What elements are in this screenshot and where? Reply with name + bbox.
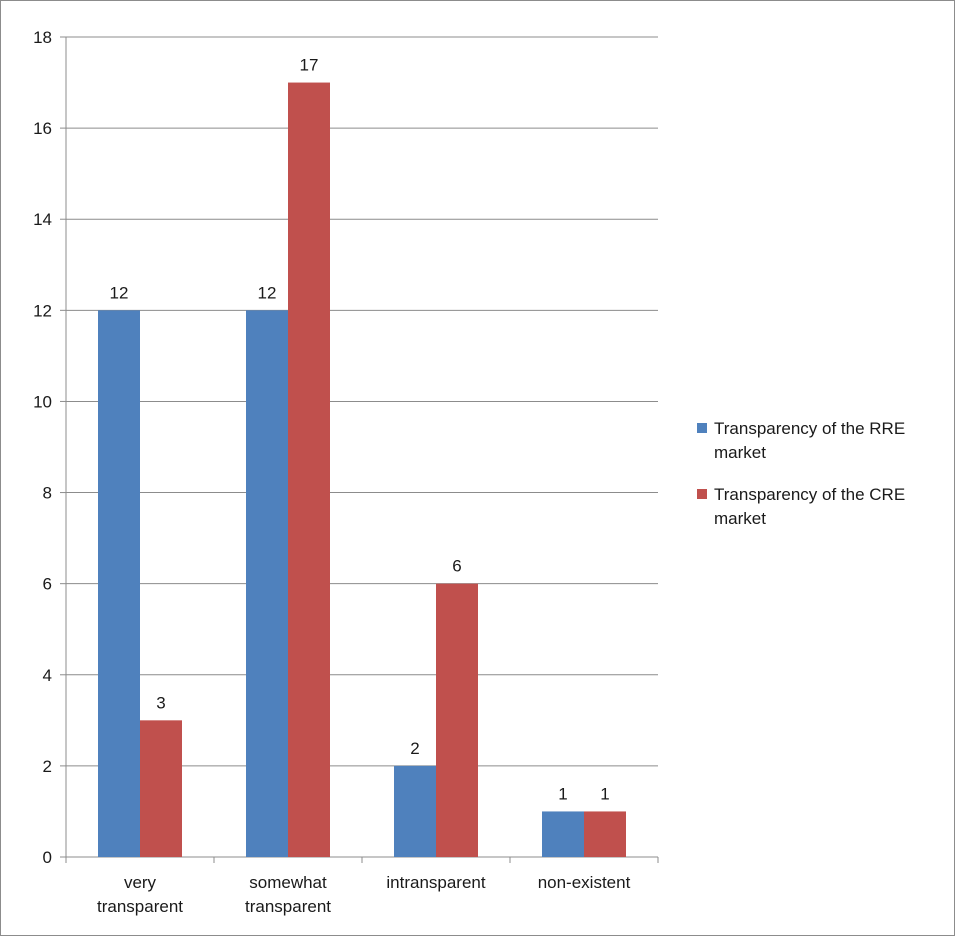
y-tick-label: 2 <box>43 757 52 776</box>
category-label: very <box>124 873 157 892</box>
bar-series-2 <box>584 811 626 857</box>
y-tick-label: 10 <box>33 392 52 411</box>
data-label: 6 <box>452 557 461 576</box>
category-label: intransparent <box>386 873 486 892</box>
bar-series-1 <box>246 310 288 857</box>
category-label: non-existent <box>538 873 631 892</box>
y-tick-label: 0 <box>43 848 52 867</box>
bars <box>98 82 626 858</box>
y-tick-label: 14 <box>33 210 52 229</box>
category-labels: very transparent somewhat transparent intran… <box>97 873 631 916</box>
data-label: 1 <box>558 784 567 803</box>
data-labels: 12 3 12 17 2 6 1 1 <box>110 56 610 804</box>
legend-label: market <box>714 509 766 528</box>
legend-swatch <box>697 489 707 499</box>
y-tick-label: 6 <box>43 575 52 594</box>
category-label: transparent <box>245 897 331 916</box>
legend-label: Transparency of the RRE <box>714 419 905 438</box>
data-label: 12 <box>110 283 129 302</box>
data-label: 3 <box>156 693 165 712</box>
y-tick-label: 12 <box>33 301 52 320</box>
legend-label: Transparency of the CRE <box>714 485 905 504</box>
data-label: 12 <box>258 283 277 302</box>
gridlines <box>66 36 658 767</box>
legend-swatch <box>697 423 707 433</box>
data-label: 1 <box>600 784 609 803</box>
category-label: somewhat <box>249 873 327 892</box>
bar-series-2 <box>140 720 182 857</box>
category-label: transparent <box>97 897 183 916</box>
data-label: 17 <box>300 56 319 75</box>
legend-label: market <box>714 443 766 462</box>
bar-series-1 <box>394 765 436 857</box>
bar-series-2 <box>288 82 330 858</box>
y-tick-labels: 0 2 4 6 8 10 12 14 16 18 <box>33 28 52 867</box>
y-tick-label: 8 <box>43 484 52 503</box>
y-tick-label: 16 <box>33 119 52 138</box>
bar-series-2 <box>436 583 478 857</box>
data-label: 2 <box>410 739 419 758</box>
legend: Transparency of the RRE market Transparenc… <box>697 419 905 528</box>
y-tick-label: 18 <box>33 28 52 47</box>
y-tick-label: 4 <box>43 666 52 685</box>
bar-series-1 <box>542 811 584 857</box>
bar-series-1 <box>98 310 140 857</box>
